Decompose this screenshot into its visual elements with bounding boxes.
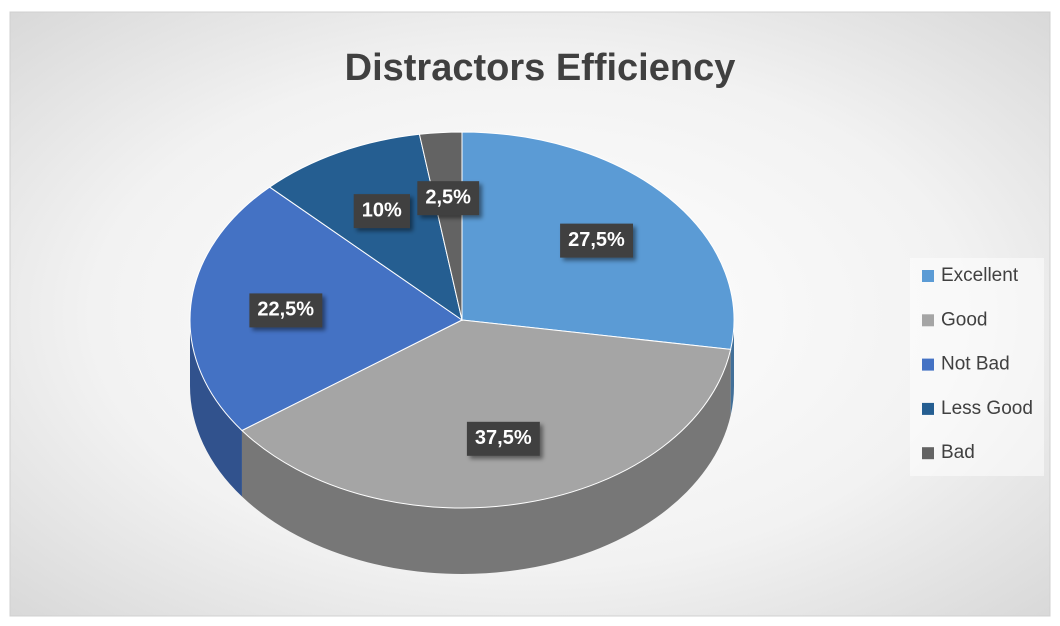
data-label: 22,5% — [249, 293, 323, 328]
chart-title: Distractors Efficiency — [345, 47, 736, 89]
slice — [189, 186, 463, 432]
data-label-box — [560, 223, 634, 258]
legend-label: Good — [941, 309, 987, 330]
data-label-text: 37,5% — [475, 427, 532, 449]
legend-swatch — [922, 270, 934, 282]
slice — [418, 131, 463, 321]
legend-swatch — [922, 402, 934, 415]
data-label: 37,5% — [466, 421, 540, 456]
legend-swatch — [922, 447, 934, 460]
legend-swatch — [922, 358, 934, 371]
legend-label: Not Bad — [941, 354, 1010, 375]
legend-label: Excellent — [941, 265, 1019, 286]
slice-side — [190, 320, 242, 497]
data-label: 10% — [353, 194, 410, 229]
data-label: 2,5% — [417, 181, 480, 216]
data-label-text: 10% — [362, 199, 402, 221]
data-label-box — [417, 181, 480, 216]
legend-label: Less Good — [941, 398, 1033, 419]
data-label-box — [466, 421, 540, 456]
data-label-box — [249, 293, 323, 328]
slice-side — [730, 320, 734, 416]
data-label-text: 22,5% — [257, 299, 314, 321]
data-label-text: 27,5% — [568, 229, 625, 251]
slice-side — [241, 349, 731, 574]
legend-swatch — [922, 314, 934, 327]
legend-label: Bad — [941, 442, 975, 463]
data-label-box — [353, 194, 410, 229]
slice — [241, 319, 732, 509]
data-label-text: 2,5% — [425, 186, 471, 208]
data-label: 27,5% — [560, 223, 634, 258]
